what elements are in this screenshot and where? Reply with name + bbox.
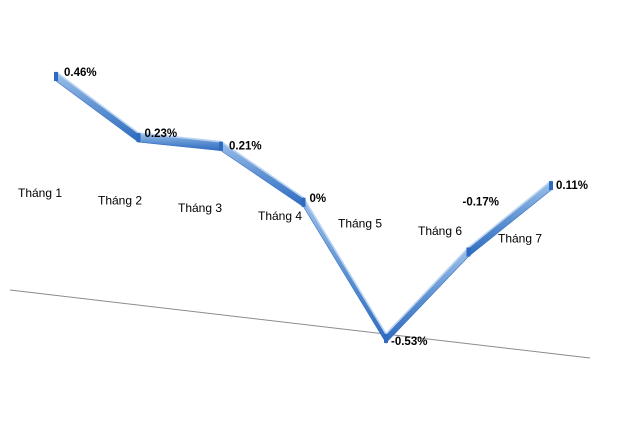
category-label: Tháng 2 <box>98 194 142 208</box>
category-labels: Tháng 1 Tháng 2 Tháng 3 Tháng 4 Tháng 5 Tháng… <box>18 186 542 246</box>
data-label: 0% <box>310 193 327 205</box>
category-label: Tháng 4 <box>258 209 302 223</box>
series-segment <box>55 71 139 143</box>
data-label: 0.21% <box>229 141 262 153</box>
x-axis-line <box>9 289 591 359</box>
data-point <box>466 247 471 257</box>
data-point <box>384 333 388 343</box>
category-label: Tháng 3 <box>178 201 222 215</box>
data-label: 0.23% <box>145 128 178 140</box>
data-labels: 0.46% 0.23% 0.21% 0% -0.53% -0.17% 0.11% <box>64 67 588 348</box>
data-point <box>301 197 306 207</box>
category-label: Tháng 6 <box>418 224 462 238</box>
series-segment-edge <box>138 132 222 143</box>
series-ribbon <box>54 71 553 344</box>
category-label: Tháng 7 <box>498 232 542 246</box>
series-segment-edge <box>302 197 387 335</box>
data-point <box>219 141 223 151</box>
data-label: -0.53% <box>391 336 427 348</box>
series-segment-edge <box>55 71 139 134</box>
data-point <box>136 133 141 143</box>
data-point <box>549 181 553 191</box>
data-label: -0.17% <box>463 197 499 209</box>
series-segment-edge <box>385 246 470 335</box>
category-label: Tháng 1 <box>18 186 62 200</box>
data-label: 0.46% <box>64 67 97 79</box>
series-segment-edge <box>220 141 304 199</box>
series-segment-edge <box>467 180 552 249</box>
data-point <box>54 72 58 81</box>
series-segment <box>385 246 469 344</box>
data-label: 0.11% <box>556 180 588 192</box>
category-label: Tháng 5 <box>338 216 382 230</box>
